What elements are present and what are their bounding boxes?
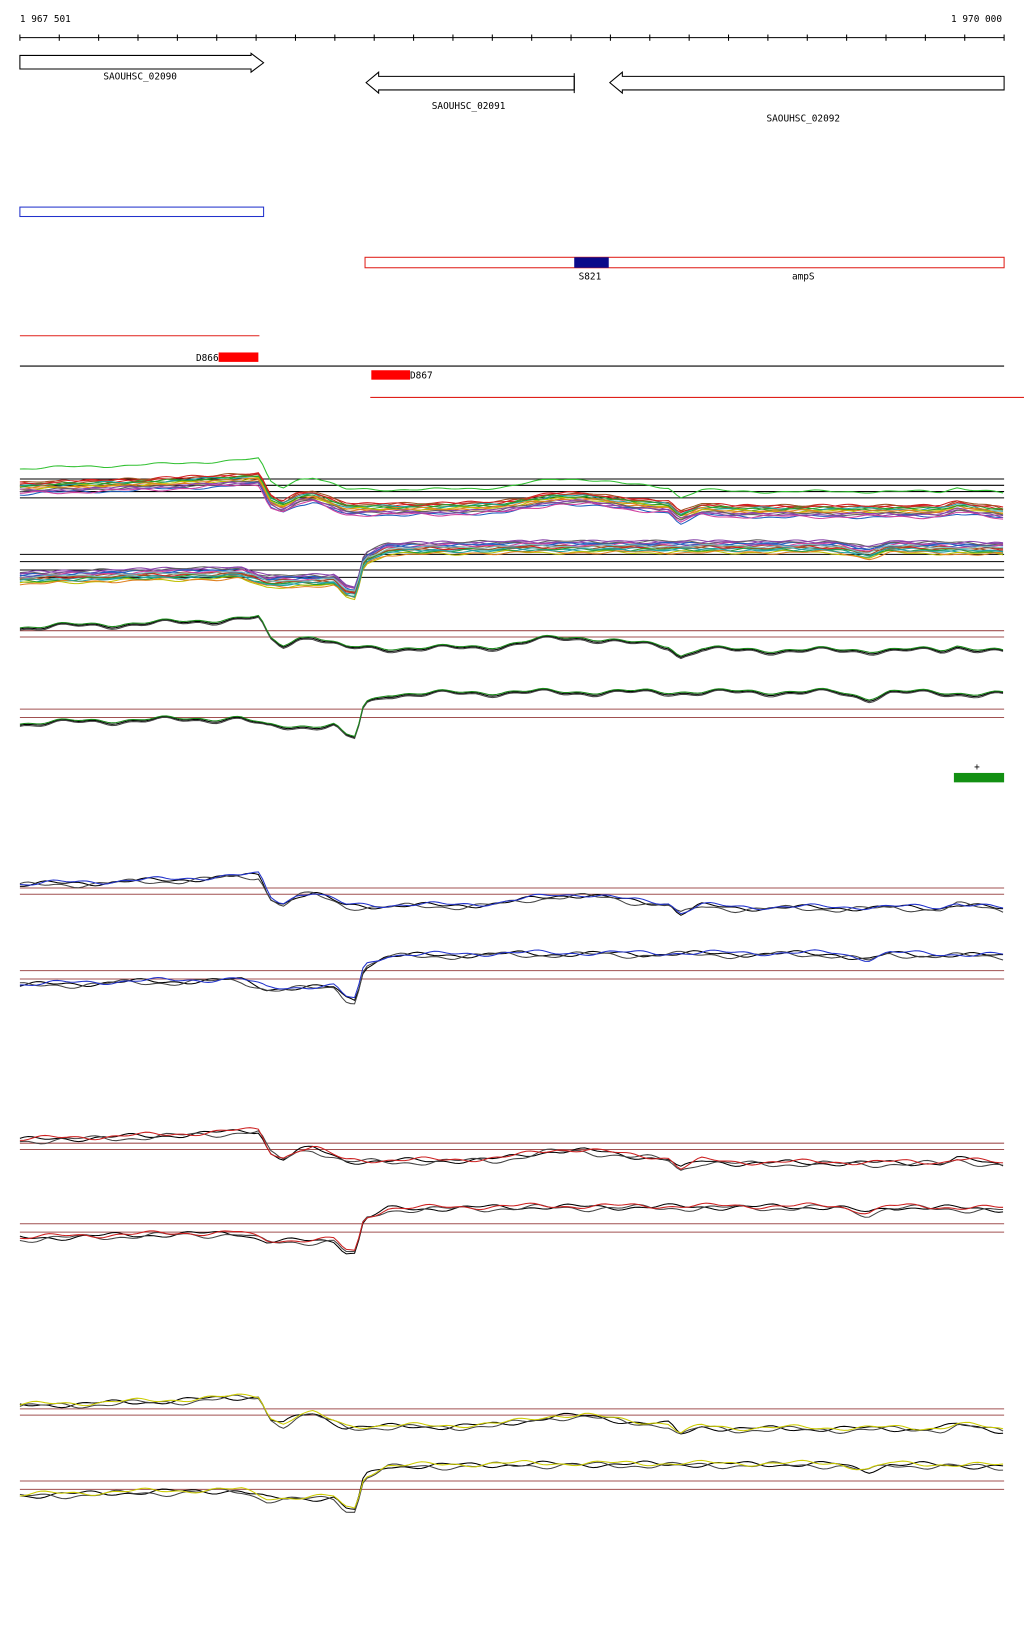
signal-line	[19, 547, 1004, 598]
signal-line	[19, 614, 1004, 657]
signal-line	[19, 475, 1004, 517]
signal-line	[19, 477, 1004, 519]
signal-line	[19, 1129, 1004, 1167]
signal-line	[19, 482, 1004, 525]
signal-line	[19, 1203, 1004, 1253]
tracks	[19, 457, 1005, 1513]
signal-line	[19, 950, 1004, 1005]
signal-line	[19, 689, 1004, 740]
signal-line	[19, 871, 1004, 915]
signal-line	[19, 616, 1004, 660]
signal-line	[19, 872, 1004, 916]
signal-line	[19, 1127, 1004, 1170]
signal-line	[19, 547, 1004, 597]
signal-line	[19, 1203, 1004, 1255]
signal-line	[19, 1461, 1004, 1513]
gene-arrow	[19, 52, 265, 74]
gene-arrow	[365, 71, 575, 95]
marker-label: D867	[410, 371, 433, 382]
signal-line	[19, 1395, 1004, 1435]
signal-line	[19, 1459, 1004, 1509]
signal-line	[19, 549, 1004, 599]
ruler-start: 1 967 501	[20, 14, 71, 25]
signal-line	[19, 1394, 1004, 1435]
ruler: 1 967 501 1 970 000	[19, 14, 1005, 41]
marker-label: D866	[196, 353, 219, 364]
signal-line	[19, 615, 1004, 658]
gene-label: SAOUHSC_02090	[103, 71, 177, 82]
gene-arrow	[608, 71, 1005, 95]
feature-label: ampS	[792, 271, 815, 282]
signal-line	[19, 543, 1004, 592]
signal-line	[19, 472, 1004, 514]
signal-line	[19, 688, 1004, 739]
signal-line	[19, 481, 1004, 521]
marker-block	[218, 352, 259, 362]
feature-box	[19, 206, 265, 218]
signal-line	[19, 484, 1004, 523]
signal-line	[19, 949, 1004, 999]
feature-block	[574, 257, 609, 268]
signal-line	[19, 541, 1004, 590]
signal-line	[19, 539, 1004, 590]
ruler-end: 1 970 000	[951, 14, 1002, 25]
signal-line	[19, 457, 1004, 499]
marker-block	[371, 370, 411, 380]
signal-line	[19, 480, 1004, 521]
strand-label: +	[974, 762, 980, 773]
signal-line	[19, 1393, 1004, 1434]
signal-line	[19, 539, 1004, 588]
signal-line	[19, 1202, 1004, 1251]
feature-box	[364, 256, 1005, 269]
signal-line	[19, 472, 1004, 512]
signal-line	[19, 1460, 1004, 1510]
signal-line	[19, 481, 1004, 519]
signal-line	[19, 687, 1004, 738]
strand-block	[953, 772, 1005, 783]
feature-label: S821	[579, 271, 602, 282]
gene-label: SAOUHSC_02092	[766, 113, 840, 124]
signal-line	[19, 1130, 1004, 1171]
gene-label: SAOUHSC_02091	[432, 101, 506, 112]
